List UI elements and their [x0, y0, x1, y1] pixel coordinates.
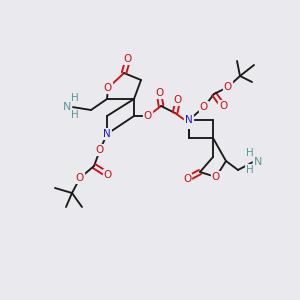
- Text: O: O: [76, 173, 84, 183]
- Text: O: O: [124, 54, 132, 64]
- Text: O: O: [219, 101, 227, 111]
- Text: O: O: [174, 95, 182, 105]
- Text: N: N: [254, 157, 262, 167]
- Text: O: O: [155, 88, 163, 98]
- Text: O: O: [185, 118, 193, 128]
- Text: N: N: [103, 129, 111, 139]
- Text: O: O: [224, 82, 232, 92]
- Text: H: H: [71, 93, 79, 103]
- Text: N: N: [185, 115, 193, 125]
- Text: O: O: [183, 174, 191, 184]
- Text: H: H: [71, 110, 79, 120]
- Text: O: O: [104, 170, 112, 180]
- Text: H: H: [246, 165, 254, 175]
- Text: O: O: [104, 83, 112, 93]
- Text: O: O: [212, 172, 220, 182]
- Text: O: O: [96, 145, 104, 155]
- Text: O: O: [200, 102, 208, 112]
- Text: O: O: [144, 111, 152, 121]
- Text: H: H: [246, 148, 254, 158]
- Text: N: N: [63, 102, 71, 112]
